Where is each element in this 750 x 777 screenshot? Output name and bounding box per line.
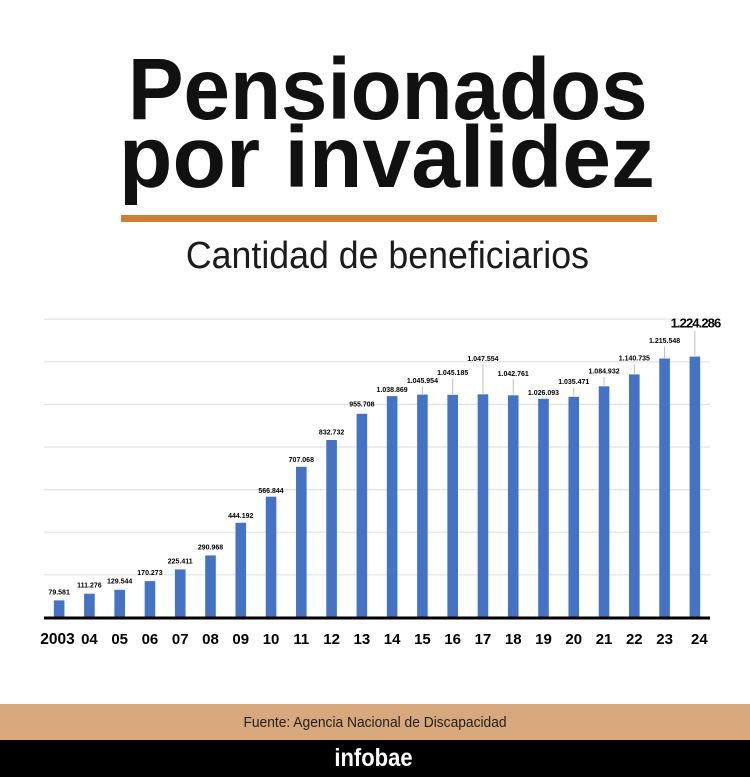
- svg-text:832.732: 832.732: [319, 429, 344, 436]
- svg-text:444.192: 444.192: [228, 513, 253, 520]
- svg-text:1.045.185: 1.045.185: [437, 370, 468, 377]
- svg-text:955.708: 955.708: [349, 401, 374, 408]
- svg-text:06: 06: [142, 631, 159, 648]
- svg-text:20: 20: [565, 631, 582, 648]
- svg-text:11: 11: [293, 631, 309, 648]
- svg-text:225.411: 225.411: [168, 558, 193, 565]
- svg-text:111.276: 111.276: [77, 583, 102, 590]
- svg-text:1.035.471: 1.035.471: [558, 379, 589, 386]
- svg-text:1.042.761: 1.042.761: [498, 371, 529, 378]
- svg-text:290.968: 290.968: [198, 544, 223, 551]
- svg-text:15: 15: [414, 631, 431, 648]
- svg-text:14: 14: [384, 631, 401, 648]
- svg-text:79.581: 79.581: [48, 589, 70, 596]
- svg-text:1.084.932: 1.084.932: [588, 369, 619, 376]
- svg-text:1.140.735: 1.140.735: [619, 356, 650, 363]
- svg-text:1.026.093: 1.026.093: [528, 390, 559, 397]
- svg-text:1.038.869: 1.038.869: [377, 387, 408, 394]
- svg-text:22: 22: [626, 631, 643, 648]
- svg-text:16: 16: [444, 631, 461, 648]
- svg-text:05: 05: [111, 631, 128, 648]
- svg-text:24: 24: [691, 631, 708, 648]
- svg-text:1.047.554: 1.047.554: [467, 356, 498, 363]
- svg-text:170.273: 170.273: [137, 570, 162, 577]
- svg-text:1.215.548: 1.215.548: [649, 338, 680, 345]
- svg-text:129.544: 129.544: [107, 579, 132, 586]
- svg-text:08: 08: [202, 631, 219, 648]
- svg-text:18: 18: [505, 631, 522, 648]
- svg-text:1.045.954: 1.045.954: [407, 378, 438, 385]
- svg-text:566.844: 566.844: [258, 488, 283, 495]
- svg-text:21: 21: [596, 631, 613, 648]
- svg-text:1.224.286: 1.224.286: [671, 315, 721, 330]
- svg-text:12: 12: [323, 631, 340, 648]
- svg-text:13: 13: [354, 631, 371, 648]
- svg-text:10: 10: [263, 631, 280, 648]
- svg-text:23: 23: [656, 631, 673, 648]
- svg-text:2003: 2003: [40, 631, 75, 648]
- svg-text:17: 17: [475, 631, 492, 648]
- svg-text:19: 19: [535, 631, 552, 648]
- svg-text:07: 07: [172, 631, 189, 648]
- svg-text:04: 04: [81, 631, 98, 648]
- svg-text:707.068: 707.068: [289, 457, 314, 464]
- svg-text:09: 09: [232, 631, 249, 648]
